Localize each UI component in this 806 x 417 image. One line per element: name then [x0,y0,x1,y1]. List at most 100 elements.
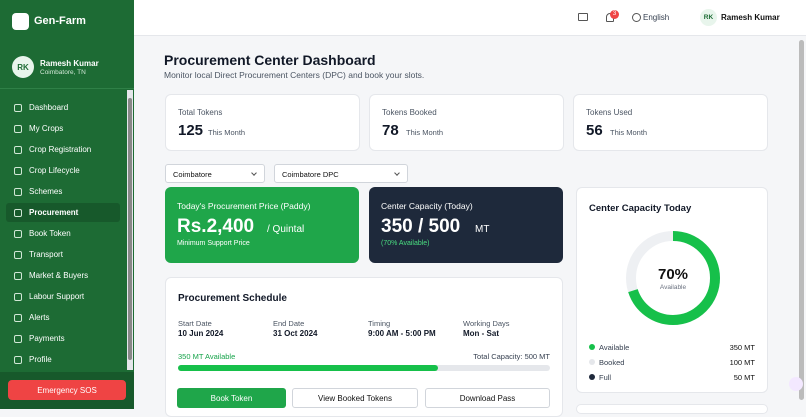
nav-label: Profile [29,355,52,364]
donut [626,231,720,325]
action-button[interactable]: Book Token [177,388,286,408]
nav-item[interactable]: Profile [6,350,120,369]
nav-item[interactable]: My Crops [6,119,120,138]
nav-item[interactable]: Procurement [6,203,120,222]
price-note: Minimum Support Price [177,240,250,247]
capacity-today-title: Center Capacity Today [589,203,692,214]
page-title: Procurement Center Dashboard [164,52,376,68]
stat-unit: This Month [406,128,444,137]
nav-icon [14,166,22,175]
sidebar: Gen-Farm RK Ramesh Kumar Coimbatore, TN … [0,0,134,409]
user-location: Coimbatore, TN [40,69,86,76]
stat-value: 125 [178,122,204,139]
progress-bar [178,365,439,371]
field-value: Mon - Sat [463,329,499,338]
next-card [576,404,768,414]
legend-dot [589,359,595,365]
legend-dot [589,374,595,380]
donut-arc [626,231,720,325]
stat-card: Tokens Used 56 This Month [573,94,768,151]
assistant-icon[interactable] [789,377,803,391]
nav-icon [14,355,22,364]
language[interactable]: English [643,13,670,22]
nav-item[interactable]: Payments [6,329,120,348]
stat-value: 78 [382,122,399,139]
nav-icon [14,334,22,343]
legend-name: Booked [599,358,625,367]
nav-icon [14,124,22,133]
nav-label: My Crops [29,124,64,133]
legend-value: 350 MT [729,343,755,352]
nav-icon [14,187,22,196]
nav-item[interactable]: Crop Registration [6,140,120,159]
field-label: End Date [273,319,305,328]
filter-select[interactable]: Coimbatore [165,164,265,183]
nav-label: Alerts [29,313,50,322]
legend-name: Full [599,373,612,382]
stat-label: Tokens Used [586,108,633,117]
price-unit: / Quintal [267,224,305,235]
field-value: 10 Jun 2024 [178,329,224,338]
nav-item[interactable]: Market & Buyers [6,266,120,285]
nav-item[interactable]: Transport [6,245,120,264]
capacity-unit: MT [475,224,490,235]
mail-icon[interactable] [578,13,588,21]
nav-item[interactable]: Schemes [6,182,120,201]
stat-card: Tokens Booked 78 This Month [369,94,564,151]
legend-name: Available [599,343,630,352]
nav-label: Crop Registration [29,145,92,154]
nav-item[interactable]: Crop Lifecycle [6,161,120,180]
stat-label: Total Tokens [178,108,223,117]
nav-icon [14,271,22,280]
progress-track [178,365,550,371]
nav-item[interactable]: Dashboard [6,98,120,117]
nav-item[interactable]: Book Token [6,224,120,243]
nav-label: Market & Buyers [29,271,89,280]
stat-label: Tokens Booked [382,108,437,117]
stat-value: 56 [586,122,603,139]
capacity-card: Center Capacity (Today) 350 / 500 MT (70… [369,187,563,263]
action-button[interactable]: Download Pass [425,388,550,408]
nav-label: Labour Support [29,292,85,301]
divider [0,88,134,89]
sos-button[interactable]: Emergency SOS [8,380,126,400]
total-text: Total Capacity: 500 MT [473,352,550,361]
scrollbar [127,90,133,370]
header-avatar[interactable]: RK [700,9,717,26]
legend-value: 100 MT [729,358,755,367]
nav-icon [14,292,22,301]
capacity-note: (70% Available) [381,240,430,247]
nav-label: Schemes [29,187,63,196]
notification-badge: 3 [610,10,619,19]
action-button[interactable]: View Booked Tokens [292,388,418,408]
brand: Gen-Farm [34,15,86,27]
header: 3 English RK Ramesh Kumar [134,0,806,36]
legend-dot [589,344,595,350]
nav-icon [14,250,22,259]
field-label: Timing [368,319,391,328]
field-label: Working Days [463,319,510,328]
donut-percent: 70% [657,266,689,283]
capacity-value: 350 / 500 [381,216,461,237]
capacity-label: Center Capacity (Today) [381,201,473,211]
schedule-title: Procurement Schedule [178,293,287,304]
nav-item[interactable]: Labour Support [6,287,120,306]
page-subtitle: Monitor local Direct Procurement Centers… [164,70,425,80]
nav-label: Crop Lifecycle [29,166,80,175]
nav-label: Transport [29,250,63,259]
avatar: RK [12,56,34,78]
price-value: Rs.2,400 [177,216,255,237]
field-value: 31 Oct 2024 [273,329,318,338]
nav-icon [14,103,22,112]
nav-label: Book Token [29,229,71,238]
stat-unit: This Month [610,128,648,137]
field-value: 9:00 AM - 5:00 PM [368,329,436,338]
user-name: Ramesh Kumar [40,59,99,68]
nav-item[interactable]: Alerts [6,308,120,327]
nav-icon [14,313,22,322]
nav-icon [14,208,22,217]
header-user[interactable]: Ramesh Kumar [721,13,780,22]
filter-select[interactable]: Coimbatore DPC [274,164,408,183]
logo [12,13,29,30]
nav-label: Procurement [29,208,79,217]
